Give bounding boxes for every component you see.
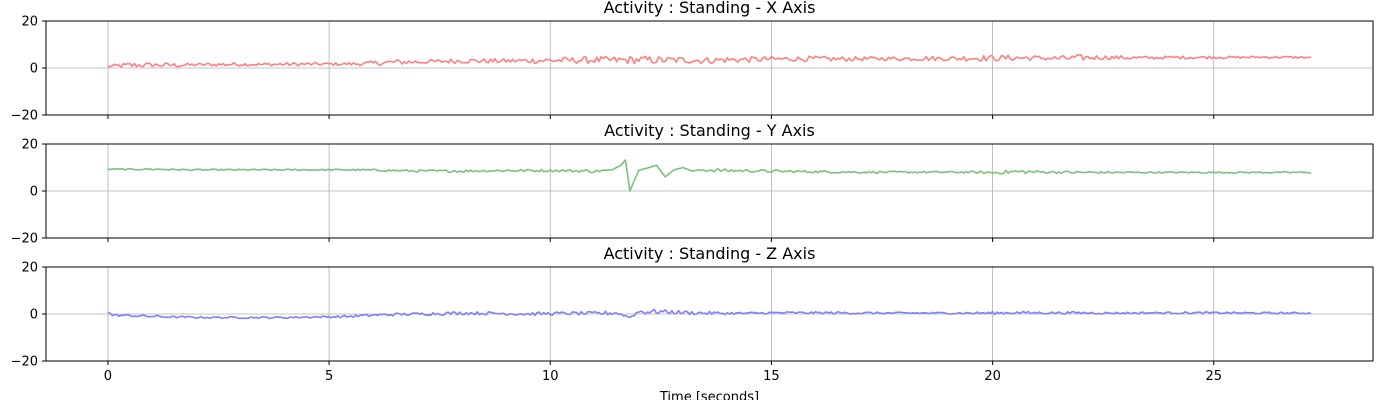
x-tick-label: 10	[542, 369, 559, 384]
y-tick-label: 0	[30, 308, 38, 323]
x-tick-label: 5	[325, 369, 333, 384]
subplot-1: −20 0 20 Activity : Standing - X Axis	[11, 0, 1374, 124]
x-axis-label: Time [seconds]	[659, 390, 759, 400]
series-line-1	[107, 54, 1312, 68]
x-tick-label: 15	[763, 369, 780, 384]
series-line-1	[107, 308, 1312, 320]
x-tick-label: 25	[1205, 369, 1222, 384]
y-tick-label: 0	[30, 62, 38, 77]
y-tick-label: 0	[30, 185, 38, 200]
subplot-title: Activity : Standing - Z Axis	[604, 244, 816, 263]
x-tick-label: 0	[104, 369, 112, 384]
x-tick-label: 20	[984, 369, 1001, 384]
y-tick-label: 20	[21, 15, 38, 30]
y-tick-label: −20	[11, 232, 38, 247]
subplot-2: −20 0 20 Activity : Standing - Y Axis	[11, 121, 1374, 247]
y-tick-label: 20	[21, 261, 38, 276]
subplot-title: Activity : Standing - X Axis	[604, 0, 816, 17]
y-tick-label: −20	[11, 109, 38, 124]
y-tick-label: 20	[21, 138, 38, 153]
subplot-3: −20 0 20 0 5 10 15 20 25 Activity : Standing - Z …	[11, 244, 1374, 400]
series-line-1	[107, 159, 1312, 192]
y-tick-label: −20	[11, 355, 38, 370]
subplot-title: Activity : Standing - Y Axis	[604, 121, 815, 140]
